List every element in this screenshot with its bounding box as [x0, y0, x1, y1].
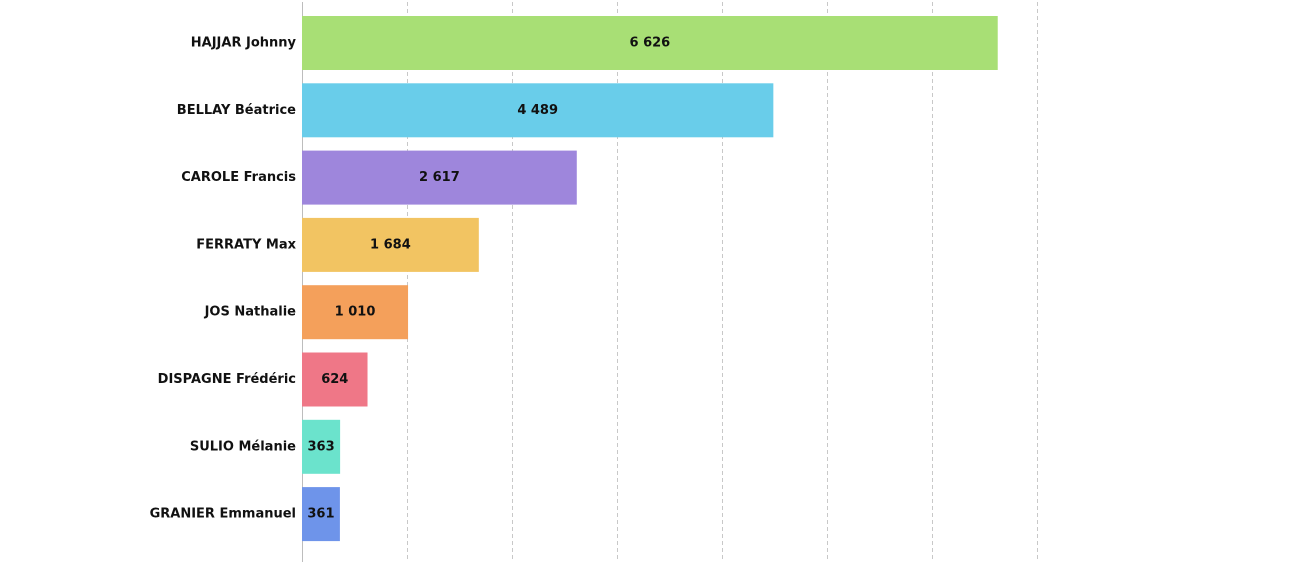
label-layer: HAJJAR Johnny 6 626 BELLAY Béatrice 4 489 CA…	[150, 36, 671, 522]
category-label: CAROLE Francis	[181, 170, 296, 185]
value-label: 363	[307, 439, 334, 454]
bar	[302, 150, 577, 205]
bar	[302, 16, 998, 70]
bar	[302, 352, 368, 407]
category-label: DISPAGNE Frédéric	[158, 372, 296, 387]
bar	[302, 83, 774, 138]
value-label: 1 684	[370, 237, 411, 252]
category-label: JOS Nathalie	[204, 305, 297, 320]
bar	[302, 285, 409, 340]
value-label: 1 010	[335, 305, 376, 320]
category-label: BELLAY Béatrice	[177, 103, 296, 118]
category-label: HAJJAR Johnny	[191, 36, 297, 51]
bar-layer	[302, 16, 998, 542]
category-label: GRANIER Emmanuel	[150, 507, 296, 522]
bar	[302, 217, 479, 272]
value-label: 624	[321, 372, 348, 387]
value-label: 6 626	[630, 36, 671, 51]
bar	[302, 419, 341, 474]
category-label: FERRATY Max	[196, 237, 296, 252]
category-label: SULIO Mélanie	[190, 439, 296, 454]
value-label: 2 617	[419, 170, 460, 185]
value-label: 361	[307, 507, 334, 522]
value-label: 4 489	[517, 103, 558, 118]
bar	[302, 487, 340, 542]
